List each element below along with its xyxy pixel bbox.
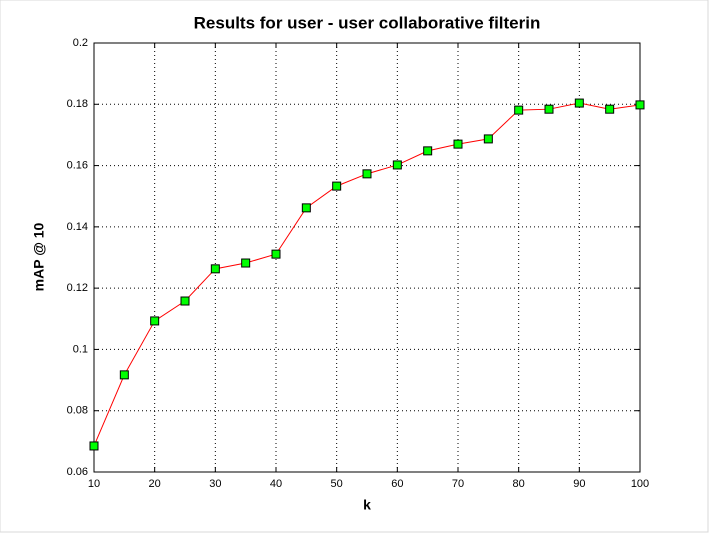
y-tick-label: 0.06 [67, 466, 88, 478]
data-point [241, 258, 251, 268]
x-tick-label: 40 [270, 478, 282, 490]
y-tick-label: 0.1 [73, 343, 88, 355]
x-tick-label: 10 [88, 478, 100, 490]
data-point [453, 139, 463, 149]
y-axis-label: mAP @ 10 [31, 222, 47, 291]
data-point [210, 264, 220, 274]
x-tick-label: 60 [391, 478, 403, 490]
x-tick-label: 90 [573, 478, 585, 490]
data-point [423, 146, 433, 156]
x-axis-label: k [363, 497, 371, 513]
y-tick-label: 0.08 [67, 405, 88, 417]
x-tick-label: 80 [513, 478, 525, 490]
x-tick-label: 30 [209, 478, 221, 490]
data-point [635, 100, 645, 110]
y-tick-label: 0.18 [67, 98, 88, 110]
y-tick-label: 0.12 [67, 282, 88, 294]
plot-frame [93, 42, 641, 473]
x-tick-label: 20 [149, 478, 161, 490]
data-point [574, 98, 584, 108]
data-point [605, 104, 615, 114]
data-point [89, 441, 99, 451]
data-point [514, 105, 524, 115]
data-point [180, 296, 190, 306]
data-point [544, 104, 554, 114]
y-tick-label: 0.2 [73, 37, 88, 49]
data-point [483, 134, 493, 144]
data-point [119, 370, 129, 380]
data-point [150, 316, 160, 326]
data-point [301, 203, 311, 213]
plot-area [94, 43, 640, 472]
chart-title: Results for user - user collaborative fi… [194, 13, 541, 32]
data-point [362, 169, 372, 179]
y-tick-label: 0.14 [67, 221, 88, 233]
x-tick-label: 70 [452, 478, 464, 490]
data-point [332, 181, 342, 191]
data-point [271, 249, 281, 259]
x-tick-label: 100 [631, 478, 649, 490]
data-point [392, 160, 402, 170]
y-tick-label: 0.16 [67, 159, 88, 171]
x-tick-label: 50 [331, 478, 343, 490]
